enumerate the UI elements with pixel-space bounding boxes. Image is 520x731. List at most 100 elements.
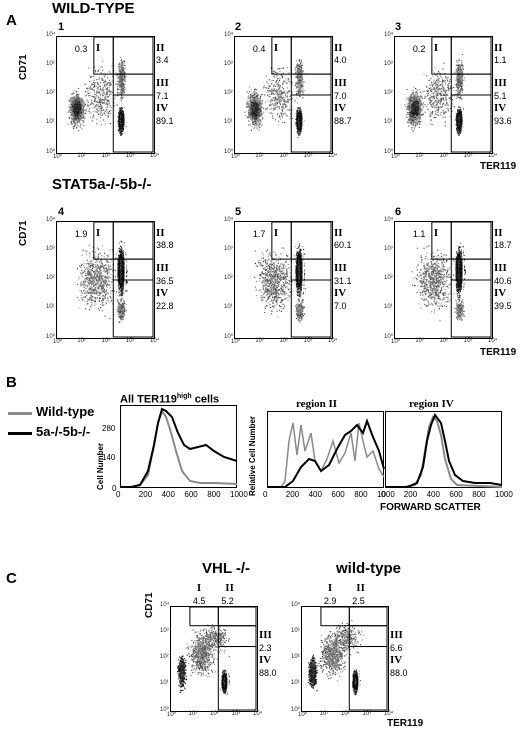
gate-value-iii: 5.1 [494,91,507,102]
gate-label-i: I [433,41,439,54]
y-tick-label: 10⁰ [46,334,56,340]
y-tick-label: 10² [224,90,233,96]
gate-value-iii: 31.1 [334,276,352,287]
gate-value-ii: 4.0 [334,54,347,65]
hist-x-tick: 400 [308,490,322,499]
hist1-ylabel: Cell Number [96,442,105,490]
gate-label-i: I [95,41,101,54]
flow-dots [176,607,257,711]
vhl-heading: VHL -/- [202,560,251,577]
gate-value-ii: 38.8 [156,239,174,250]
gate-value-i: 0.4 [252,44,266,55]
hist1-wild-type-curve [120,408,238,488]
gate-value-i: 1.9 [74,229,88,240]
gate-value-iii: 6.6 [390,642,403,653]
gate-label-iii: III [156,77,169,90]
y-tick-label: 10³ [224,246,233,252]
flow-dots [307,607,388,711]
hist1-ytick: 280 [102,424,116,433]
hist1-title-prefix: All TER119 [120,393,177,406]
x-tick-label: 10¹ [255,153,264,159]
x-tick-label: 10² [279,153,289,159]
gate-value-i: 2.9 [323,596,337,606]
gate-value-iv: 93.6 [494,116,512,126]
x-tick-label: 10³ [303,153,313,159]
gate-label-iv: IV [156,102,169,114]
hist-x-tick: 200 [138,490,153,499]
flow-dots [67,37,154,153]
gate-value-i: 0.2 [412,44,426,55]
y-tick-label: 10⁴ [224,32,234,38]
flow-plot-c1 [170,606,258,712]
hist-x-tick: 1000 [377,490,395,499]
gate-label-i: I [95,226,101,239]
gate-value-iii: 36.5 [156,276,174,287]
hist1-plot [120,405,238,488]
gate-label-ii: II [156,226,165,239]
y-tick-label: 10⁴ [46,217,56,223]
hist-x-tick: 200 [403,490,418,499]
y-tick-label: 10² [224,275,233,281]
hist-x-tick: 800 [472,490,486,499]
panel-letter-c: C [6,570,17,587]
hist1-ytick: 0 [112,484,117,493]
flow-dots [254,222,332,338]
gate-label-iv: IV [156,287,169,299]
x-tick-label: 10⁰ [391,339,401,345]
cd71-axis-label: CD71 [18,54,29,80]
ter119-axis-label: TER119 [387,718,424,729]
x-tick-label: 10⁰ [391,154,401,160]
gate-value-iv: 88.0 [390,667,408,678]
x-tick-label: 10⁴ [253,711,263,717]
x-tick-label: 10⁰ [298,712,308,718]
y-tick-label: 10⁴ [384,32,394,38]
gate-value-iii: 7.1 [156,91,169,102]
x-tick-label: 10⁴ [328,338,338,344]
y-tick-label: 10¹ [291,680,300,686]
x-tick-label: 10² [210,711,219,717]
hist2-title: region II [296,398,338,410]
y-tick-label: 10³ [291,628,300,634]
x-tick-label: 10³ [125,338,135,344]
gate-value-iii: 7.0 [334,91,347,102]
x-tick-label: 10⁰ [53,339,63,345]
x-tick-label: 10⁴ [488,338,498,344]
y-tick-label: 10⁴ [224,217,234,223]
hist3-frame [385,411,502,488]
hist-x-tick: 0 [116,490,121,499]
plot-number: 3 [395,21,402,33]
y-tick-label: 10⁰ [384,149,394,155]
legend-swatch-wild-type [8,412,32,415]
x-tick-label: 10² [439,153,449,159]
gate-value-ii: 2.5 [352,596,365,606]
flow-dots [404,37,492,153]
flow-dots [411,222,492,338]
y-tick-label: 10⁰ [224,149,234,155]
gate-value-ii: 3.4 [156,54,169,65]
y-tick-label: 10⁴ [160,602,170,608]
hist-x-tick: 600 [331,490,345,499]
flow-plot-1 [56,36,155,154]
hist-x-tick: 600 [449,490,463,499]
y-tick-label: 10⁰ [46,149,56,155]
gate-label-iv: IV [494,102,507,114]
gate-value-iv: 22.8 [156,301,174,311]
flow-plot-c2 [301,606,389,712]
cd71-axis-label: CD71 [144,592,155,618]
flow-plot-2 [234,36,333,154]
y-tick-label: 10² [46,90,55,96]
gate-label-i: I [327,582,333,594]
legend-label-knockout: 5a-/-5b-/- [36,424,91,439]
y-tick-label: 10⁰ [224,334,234,340]
x-tick-label: 10² [101,338,111,344]
gate-value-ii: 18.7 [494,239,512,250]
hist2-plot [267,411,385,488]
x-tick-label: 10¹ [415,153,424,159]
x-tick-label: 10⁰ [53,154,63,160]
gate-value-ii: 1.1 [494,54,507,65]
forward-scatter-label: FORWARD SCATTER [380,502,481,513]
y-tick-label: 10⁰ [384,334,394,340]
x-tick-label: 10¹ [319,711,329,717]
plot-number: 4 [58,206,65,218]
y-tick-label: 10³ [46,61,55,67]
